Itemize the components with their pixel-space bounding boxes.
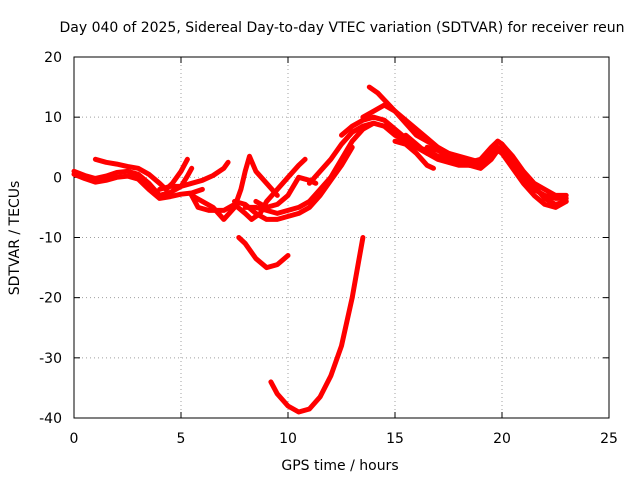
series-arc-4 bbox=[157, 159, 231, 192]
x-tick-label: 0 bbox=[70, 431, 79, 447]
series-arc-2 bbox=[71, 171, 205, 201]
x-tick-label: 20 bbox=[493, 431, 511, 447]
data-series bbox=[71, 84, 569, 415]
y-tick-label: -40 bbox=[39, 411, 62, 427]
series-arc-17 bbox=[392, 138, 436, 171]
x-tick-label: 25 bbox=[600, 431, 618, 447]
chart-title: Day 040 of 2025, Sidereal Day-to-day VTE… bbox=[59, 20, 624, 36]
y-axis-label: SDTVAR / TECUs bbox=[7, 181, 23, 296]
grid bbox=[74, 57, 609, 418]
x-tick-label: 5 bbox=[177, 431, 186, 447]
series-arc-16 bbox=[403, 132, 484, 168]
y-tick-label: -30 bbox=[39, 351, 62, 367]
axis-ticks: 0 5 10 15 20 25 -40 -30 -20 -10 0 10 20 bbox=[39, 50, 618, 447]
y-tick-label: 10 bbox=[44, 110, 62, 126]
x-tick-label: 10 bbox=[279, 431, 297, 447]
series-arc-18 bbox=[424, 144, 462, 162]
x-axis-label: GPS time / hours bbox=[281, 458, 398, 474]
y-tick-label: 0 bbox=[53, 170, 62, 186]
y-tick-label: 20 bbox=[44, 50, 62, 66]
x-tick-label: 15 bbox=[386, 431, 404, 447]
series-arc-8 bbox=[242, 120, 377, 216]
series-arc-6 bbox=[189, 153, 280, 222]
series-arc-5 bbox=[189, 156, 308, 222]
series-arc-11 bbox=[268, 235, 366, 415]
y-tick-label: -10 bbox=[39, 231, 62, 247]
series-arc-10 bbox=[236, 235, 291, 271]
plot-frame bbox=[73, 56, 610, 419]
y-tick-label: -20 bbox=[39, 291, 62, 307]
series-arc-3 bbox=[92, 156, 190, 192]
